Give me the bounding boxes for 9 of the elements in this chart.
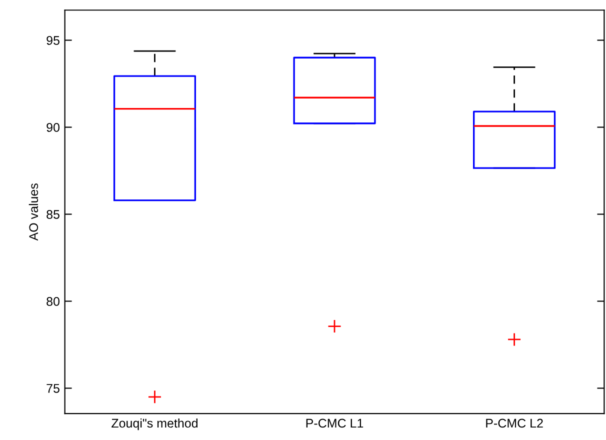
y-tick-label: 75 (46, 384, 60, 393)
x-tick-label: P-CMC L2 (486, 418, 543, 428)
x-tick-label: Zouqi"s method (112, 418, 198, 430)
y-tick-label: 95 (46, 36, 60, 45)
x-tick-label: P-CMC L1 (306, 418, 364, 428)
y-axis-title: AO values (28, 183, 38, 241)
y-tick-label: 80 (46, 297, 60, 306)
y-tick-label: 90 (46, 123, 60, 132)
y-tick-label: 85 (46, 210, 60, 219)
